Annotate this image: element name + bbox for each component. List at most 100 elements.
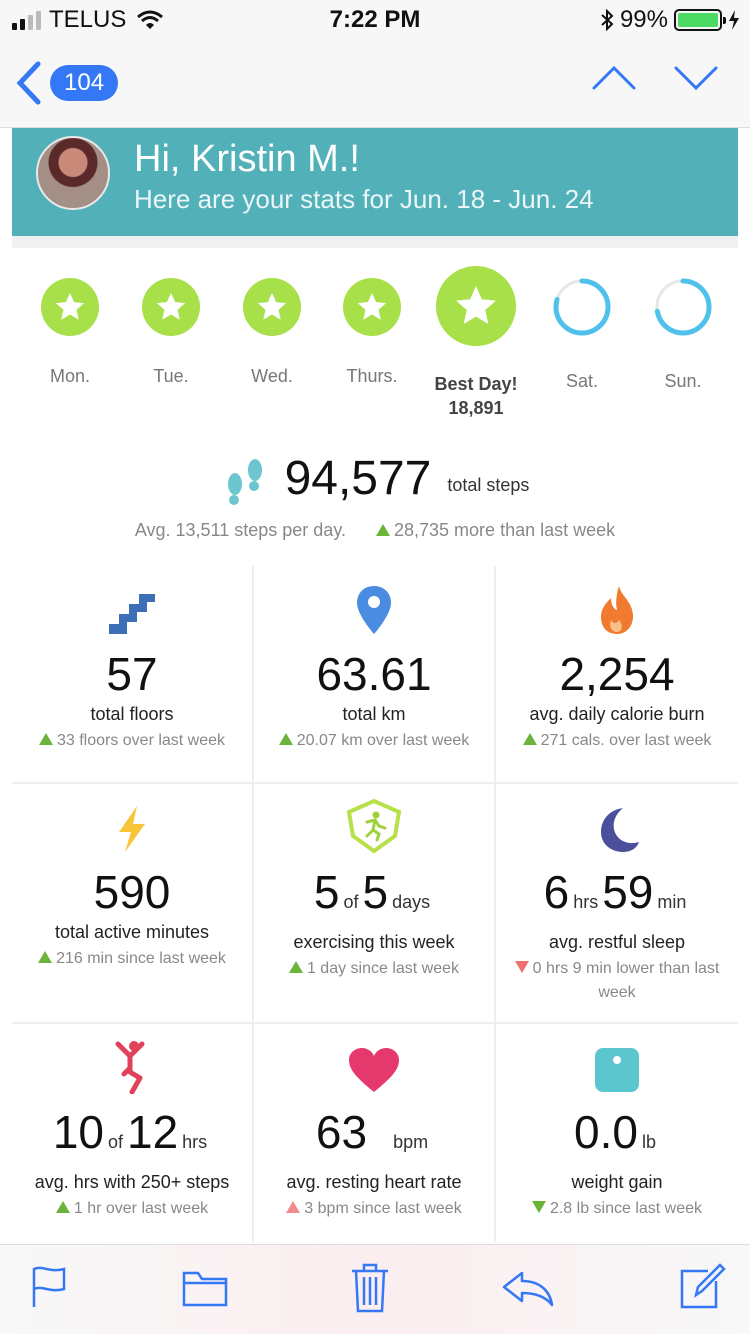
carrier-label: TELUS bbox=[49, 6, 127, 33]
progress-ring-icon bbox=[553, 278, 611, 336]
total-steps-value: 94,577 bbox=[284, 452, 432, 505]
steps-average: Avg. 13,511 steps per day. bbox=[134, 520, 346, 540]
stat-title: exercising this week bbox=[293, 932, 455, 952]
stairs-icon bbox=[109, 594, 155, 634]
steps-summary: Avg. 13,511 steps per day. 28,735 more t… bbox=[0, 520, 750, 541]
mail-toolbar bbox=[0, 1244, 750, 1334]
stat-delta: 271 cals. over last week bbox=[496, 729, 738, 753]
stat-hourly-steps: 10 of12 hrs avg. hrs with 250+ steps 1 hr … bbox=[12, 1024, 254, 1242]
reply-icon[interactable] bbox=[502, 1271, 554, 1307]
stat-delta: 0 hrs 9 min lower than last week bbox=[496, 957, 738, 1005]
scale-icon bbox=[595, 1048, 639, 1092]
stat-title: total active minutes bbox=[54, 922, 210, 942]
stat-title: weight gain bbox=[571, 1172, 663, 1192]
stat-title: total km bbox=[342, 704, 406, 724]
footprints-icon bbox=[227, 459, 262, 505]
unread-count-badge: 104 bbox=[50, 65, 119, 101]
star-icon bbox=[243, 278, 301, 336]
day-best: Best Day! 18,891 bbox=[426, 266, 526, 420]
day-sat: Sat. bbox=[532, 278, 632, 392]
day-label: Wed. bbox=[251, 366, 293, 386]
stat-title: avg. resting heart rate bbox=[286, 1172, 462, 1192]
day-label: Thurs. bbox=[346, 366, 398, 386]
wifi-icon bbox=[137, 10, 164, 29]
stat-delta: 20.07 km over last week bbox=[254, 729, 494, 753]
stat-title: avg. daily calorie burn bbox=[529, 704, 705, 724]
stat-delta: 1 day since last week bbox=[254, 957, 494, 981]
best-day-label: Best Day! bbox=[434, 374, 518, 394]
stat-value: 63 bpm bbox=[315, 1106, 429, 1158]
clock: 7:22 PM bbox=[329, 6, 421, 33]
stat-delta: 1 hr over last week bbox=[12, 1197, 252, 1221]
moon-icon bbox=[601, 808, 639, 852]
day-sun: Sun. bbox=[633, 278, 733, 392]
stat-calories: 2,254 avg. daily calorie burn 271 cals. … bbox=[496, 566, 738, 784]
stat-title: avg. restful sleep bbox=[548, 932, 686, 952]
star-icon bbox=[436, 266, 516, 346]
folder-icon[interactable] bbox=[182, 1271, 228, 1307]
star-icon bbox=[41, 278, 99, 336]
flame-icon bbox=[601, 586, 633, 634]
stat-value: 63.61 bbox=[316, 648, 432, 700]
chevron-down-icon[interactable] bbox=[674, 64, 718, 92]
battery-icon bbox=[674, 9, 726, 31]
star-icon bbox=[142, 278, 200, 336]
status-bar: TELUS 7:22 PM 99% bbox=[0, 0, 750, 40]
best-day-steps: 18,891 bbox=[448, 398, 504, 418]
day-label: Best Day! 18,891 bbox=[426, 372, 526, 420]
day-tue: Tue. bbox=[121, 278, 221, 387]
chevron-up-icon[interactable] bbox=[592, 64, 636, 92]
compose-icon[interactable] bbox=[678, 1263, 726, 1311]
stat-distance: 63.61 total km 20.07 km over last week bbox=[254, 566, 496, 784]
week-days: Mon. Tue. Wed. Thurs. Best Day! 18,891 S bbox=[0, 262, 750, 422]
exercise-badge-icon bbox=[346, 798, 402, 854]
battery-percent: 99% bbox=[619, 6, 668, 33]
stat-title: total floors bbox=[90, 704, 174, 724]
stat-value: 10 of12 hrs bbox=[52, 1106, 208, 1158]
avatar bbox=[36, 136, 110, 210]
day-label: Sun. bbox=[664, 371, 702, 391]
stat-heart-rate: 63 bpm avg. resting heart rate 3 bpm sinc… bbox=[254, 1024, 496, 1242]
stat-value: 2,254 bbox=[559, 648, 675, 700]
stretch-person-icon bbox=[115, 1041, 145, 1094]
divider bbox=[12, 236, 738, 248]
chevron-left-icon bbox=[16, 61, 41, 105]
date-range-subtitle: Here are your stats for Jun. 18 - Jun. 2… bbox=[134, 184, 594, 214]
total-steps-unit: total steps bbox=[447, 475, 530, 495]
stat-active-minutes: 590 total active minutes 216 min since l… bbox=[12, 784, 254, 1024]
flag-icon[interactable] bbox=[30, 1265, 68, 1309]
stat-delta: 216 min since last week bbox=[12, 947, 252, 971]
stat-weight: 0.0 lb weight gain 2.8 lb since last week bbox=[496, 1024, 738, 1242]
charging-icon bbox=[729, 10, 739, 30]
bluetooth-icon bbox=[601, 9, 614, 31]
stat-exercise: 5 of5 days exercising this week 1 day sinc… bbox=[254, 784, 496, 1024]
trend-up-icon bbox=[376, 524, 390, 536]
trash-icon[interactable] bbox=[350, 1263, 390, 1313]
header-banner: Hi, Kristin M.! Here are your stats for … bbox=[12, 128, 738, 236]
nav-bar: 104 bbox=[0, 40, 750, 128]
stat-sleep: 6 hrs59 min avg. restful sleep 0 hrs 9 min… bbox=[496, 784, 738, 1024]
total-steps: 94,577 total steps bbox=[0, 446, 750, 506]
day-mon: Mon. bbox=[20, 278, 120, 387]
signal-icon bbox=[12, 10, 41, 30]
location-pin-icon bbox=[357, 586, 391, 634]
heart-icon bbox=[349, 1048, 399, 1092]
greeting: Hi, Kristin M.! bbox=[134, 138, 360, 180]
progress-ring-icon bbox=[654, 278, 712, 336]
day-thurs: Thurs. bbox=[322, 278, 422, 387]
steps-delta: 28,735 more than last week bbox=[394, 520, 616, 540]
day-label: Sat. bbox=[565, 371, 599, 391]
star-icon bbox=[343, 278, 401, 336]
stat-delta: 2.8 lb since last week bbox=[496, 1197, 738, 1221]
stat-title: avg. hrs with 250+ steps bbox=[34, 1172, 230, 1192]
lightning-icon bbox=[119, 806, 145, 852]
day-label: Mon. bbox=[49, 366, 91, 386]
stat-delta: 3 bpm since last week bbox=[254, 1197, 494, 1221]
back-button[interactable]: 104 bbox=[14, 60, 119, 106]
stat-value: 57 bbox=[106, 648, 158, 700]
day-wed: Wed. bbox=[222, 278, 322, 387]
stat-value: 5 of5 days bbox=[313, 866, 431, 918]
day-label: Tue. bbox=[153, 366, 189, 386]
stat-value: 6 hrs59 min bbox=[543, 866, 687, 918]
stat-floors: 57 total floors 33 floors over last week bbox=[12, 566, 254, 784]
